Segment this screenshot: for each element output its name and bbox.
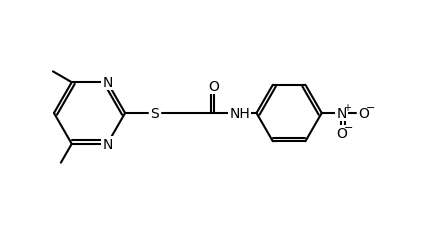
Text: −: −: [344, 122, 353, 132]
Text: N: N: [102, 76, 112, 90]
Text: N: N: [102, 137, 112, 151]
Text: +: +: [343, 103, 351, 112]
Text: NH: NH: [229, 106, 250, 121]
Text: N: N: [336, 106, 346, 121]
Text: O: O: [209, 80, 219, 94]
Text: S: S: [150, 106, 159, 121]
Text: O: O: [358, 106, 368, 121]
Text: −: −: [365, 103, 375, 112]
Text: O: O: [336, 126, 347, 140]
